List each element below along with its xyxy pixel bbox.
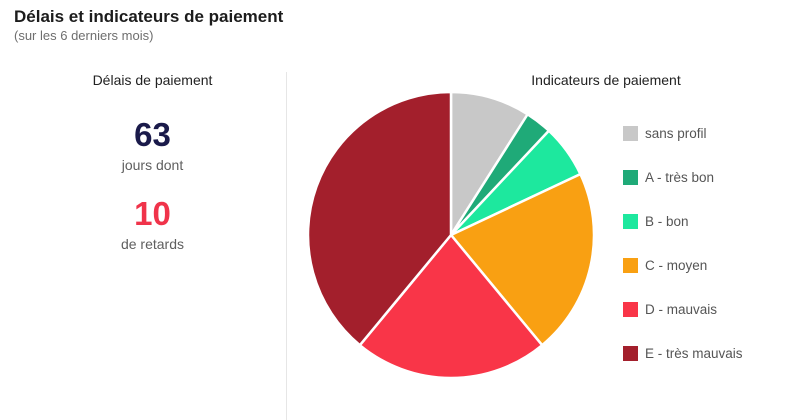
panel-divider bbox=[286, 72, 287, 420]
legend-item: D - mauvais bbox=[623, 298, 743, 320]
legend-label: C - moyen bbox=[645, 257, 708, 273]
legend-item: C - moyen bbox=[623, 254, 743, 276]
pie-legend: sans profil A - très bon B - bon C - moyen D… bbox=[623, 122, 743, 386]
legend-label: A - très bon bbox=[645, 169, 715, 185]
pie-chart-title: Indicateurs de paiement bbox=[531, 72, 681, 88]
pie-slice-5 bbox=[306, 90, 453, 347]
legend-item: A - très bon bbox=[623, 166, 743, 188]
days-caption: jours dont bbox=[121, 157, 184, 173]
pie-slice-4 bbox=[358, 233, 544, 380]
page-title: Délais et indicateurs de paiement bbox=[14, 7, 284, 26]
legend-swatch bbox=[623, 169, 638, 185]
payment-delays-panel: Délais de paiement 63 jours dont 10 de r… bbox=[20, 72, 285, 252]
legend-item: E - très mauvais bbox=[623, 342, 743, 364]
late-caption: de retards bbox=[120, 236, 185, 252]
late-value: 10 bbox=[134, 195, 171, 232]
legend-swatch bbox=[623, 345, 638, 361]
days-value: 63 bbox=[134, 116, 171, 153]
page-subtitle: (sur les 6 derniers mois) bbox=[14, 28, 154, 43]
legend-swatch bbox=[623, 257, 638, 273]
legend-swatch bbox=[623, 301, 638, 317]
legend-item: sans profil bbox=[623, 122, 743, 144]
pie-slice-0 bbox=[449, 90, 529, 237]
legend-label: D - mauvais bbox=[645, 301, 718, 317]
legend-label: sans profil bbox=[645, 125, 707, 141]
payment-delays-title: Délais de paiement bbox=[92, 72, 213, 88]
legend-label: B - bon bbox=[645, 213, 689, 229]
legend-swatch bbox=[623, 213, 638, 229]
legend-label: E - très mauvais bbox=[645, 345, 743, 361]
pie-slice-3 bbox=[449, 172, 596, 347]
legend-item: B - bon bbox=[623, 210, 743, 232]
pie-chart bbox=[306, 90, 596, 380]
legend-swatch bbox=[623, 125, 638, 141]
